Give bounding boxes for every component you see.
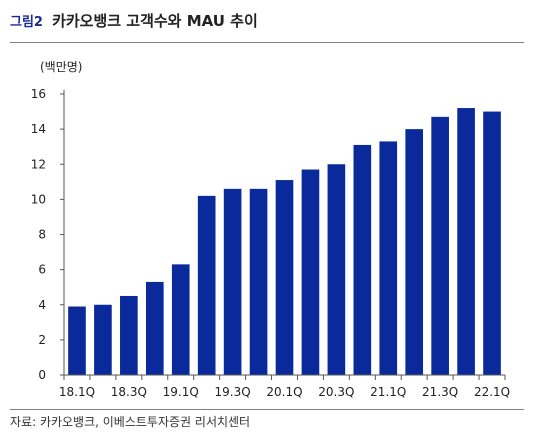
y-tick-label: 10: [31, 192, 46, 206]
y-tick-label: 6: [38, 263, 46, 277]
x-tick-label: 20.1Q: [266, 385, 302, 399]
y-axis-ticks: 0 2 4 6 8 10 12 14 16: [31, 87, 65, 382]
bar-22.1Q: [483, 111, 501, 375]
bar-18.1Q: [68, 306, 86, 375]
x-axis: 18.1Q 18.3Q 19.1Q 19.3Q 20.1Q 20.3Q 21.1Q 21.3Q…: [59, 374, 510, 399]
figure-header: 그림2 카카오뱅크 고객수와 MAU 추이: [10, 10, 258, 31]
x-tick-label: 22.1Q: [474, 385, 510, 399]
y-tick-label: 4: [38, 298, 46, 312]
bar-19.3Q: [223, 188, 242, 375]
x-tick-label: 18.1Q: [59, 385, 95, 399]
y-tick-label: 12: [31, 157, 46, 171]
y-tick-label: 16: [31, 87, 46, 101]
bar-series: [68, 108, 501, 376]
bar-21.2Q: [405, 129, 424, 375]
x-tick-label: 19.1Q: [163, 385, 199, 399]
bar-20.1Q: [275, 180, 294, 375]
x-tick-label: 21.3Q: [422, 385, 458, 399]
figure-title: 카카오뱅크 고객수와 MAU 추이: [52, 12, 258, 30]
y-axis-unit-label: (백만명): [40, 60, 82, 74]
bar-20.3Q: [327, 164, 346, 375]
bar-18.3Q: [120, 295, 138, 375]
bar-19.1Q: [171, 264, 190, 375]
y-tick-label: 2: [38, 333, 46, 347]
bar-19.2Q: [197, 195, 216, 375]
bar-19.4Q: [249, 188, 268, 375]
y-tick-label: 0: [38, 368, 46, 382]
x-tick-label: 20.3Q: [318, 385, 354, 399]
top-rule: [10, 42, 524, 43]
y-tick-label: 8: [38, 228, 46, 242]
figure-number: 그림2: [10, 15, 43, 30]
x-tick-label: 18.3Q: [111, 385, 147, 399]
bar-21.3Q: [431, 116, 449, 376]
source-note: 자료: 카카오뱅크, 이베스트투자증권 리서치센터: [10, 415, 251, 429]
y-tick-label: 14: [31, 122, 46, 136]
bar-21.1Q: [379, 141, 398, 375]
bottom-rule: [10, 409, 524, 410]
bar-18.2Q: [94, 304, 112, 375]
bar-21.4Q: [457, 108, 475, 376]
bar-chart: (백만명) 0 2 4 6 8 10 12 14 16 18.1Q 18.3Q 19.1Q 19.3Q…: [31, 60, 510, 399]
bar-20.2Q: [301, 169, 320, 375]
x-tick-label: 21.1Q: [370, 385, 406, 399]
x-tick-label: 19.3Q: [215, 385, 251, 399]
bar-20.4Q: [353, 144, 372, 375]
bar-18.4Q: [145, 281, 164, 375]
